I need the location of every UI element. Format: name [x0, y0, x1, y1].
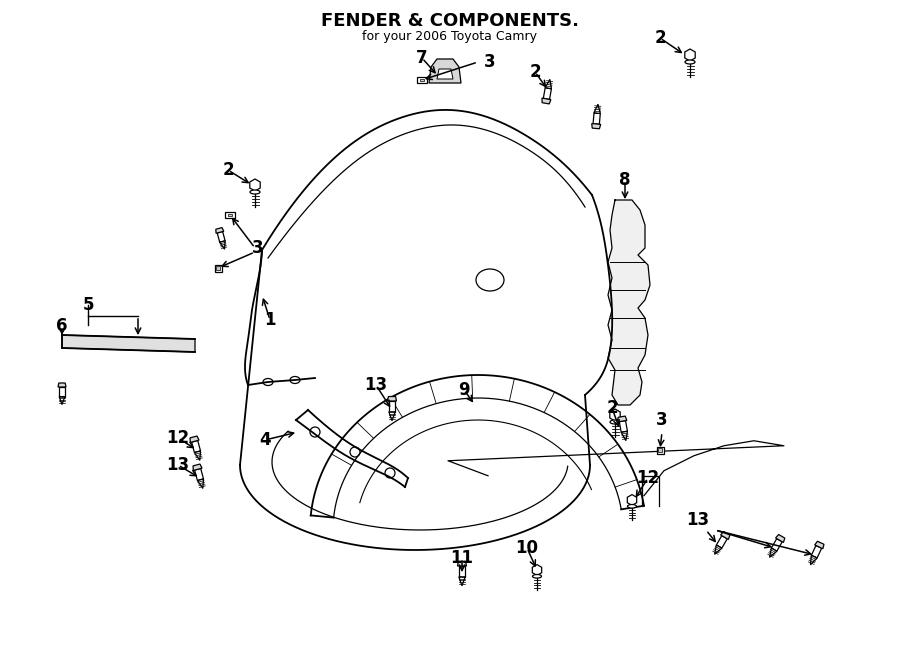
Text: 3: 3 — [252, 239, 264, 257]
Ellipse shape — [610, 420, 620, 424]
Text: 12: 12 — [636, 469, 660, 487]
Polygon shape — [776, 535, 785, 543]
Polygon shape — [418, 77, 427, 83]
Polygon shape — [715, 545, 722, 555]
Text: 12: 12 — [166, 429, 190, 447]
Text: 6: 6 — [56, 317, 68, 335]
Polygon shape — [217, 231, 225, 243]
Polygon shape — [216, 266, 220, 270]
Polygon shape — [532, 564, 542, 575]
Polygon shape — [58, 383, 66, 387]
Text: 10: 10 — [516, 539, 538, 557]
Polygon shape — [190, 436, 199, 442]
Polygon shape — [608, 200, 650, 405]
Polygon shape — [389, 412, 395, 421]
Text: 13: 13 — [687, 511, 709, 529]
Text: 5: 5 — [82, 296, 94, 314]
Text: 9: 9 — [458, 381, 470, 399]
Polygon shape — [591, 124, 600, 129]
Polygon shape — [388, 397, 397, 401]
Polygon shape — [721, 531, 730, 539]
Polygon shape — [389, 401, 395, 412]
Polygon shape — [621, 431, 627, 441]
Polygon shape — [810, 555, 817, 564]
Polygon shape — [193, 464, 202, 471]
Polygon shape — [437, 69, 453, 79]
Polygon shape — [685, 49, 695, 61]
Polygon shape — [770, 548, 777, 557]
Polygon shape — [62, 335, 195, 352]
Polygon shape — [192, 440, 201, 453]
Polygon shape — [228, 214, 232, 216]
Text: 8: 8 — [619, 171, 631, 189]
Text: 4: 4 — [259, 431, 271, 449]
Text: 2: 2 — [222, 161, 234, 179]
Polygon shape — [771, 539, 782, 551]
Text: 2: 2 — [529, 63, 541, 81]
Polygon shape — [618, 416, 627, 422]
Polygon shape — [658, 448, 662, 451]
Polygon shape — [59, 387, 65, 397]
Text: 2: 2 — [607, 399, 617, 417]
Text: 2: 2 — [654, 29, 666, 47]
Polygon shape — [225, 212, 235, 218]
Ellipse shape — [533, 574, 542, 578]
Polygon shape — [250, 179, 260, 191]
Polygon shape — [594, 104, 600, 114]
Text: 1: 1 — [265, 311, 275, 329]
Text: 13: 13 — [364, 376, 388, 394]
Polygon shape — [610, 409, 620, 421]
Polygon shape — [619, 420, 627, 432]
Polygon shape — [545, 79, 552, 89]
Polygon shape — [627, 494, 636, 506]
Polygon shape — [457, 561, 466, 566]
Polygon shape — [459, 577, 465, 586]
Polygon shape — [812, 545, 822, 558]
Polygon shape — [214, 264, 221, 272]
Text: 3: 3 — [656, 411, 668, 429]
Ellipse shape — [627, 504, 636, 508]
Polygon shape — [194, 469, 203, 481]
Polygon shape — [593, 113, 600, 124]
Polygon shape — [542, 98, 551, 104]
Polygon shape — [814, 541, 824, 549]
Polygon shape — [459, 566, 465, 577]
Ellipse shape — [250, 190, 260, 194]
Polygon shape — [216, 227, 224, 233]
Text: for your 2006 Toyota Camry: for your 2006 Toyota Camry — [363, 30, 537, 43]
Polygon shape — [544, 88, 552, 99]
Polygon shape — [220, 241, 225, 249]
Text: 13: 13 — [166, 456, 190, 474]
Ellipse shape — [685, 60, 695, 64]
Polygon shape — [194, 451, 201, 461]
Text: 3: 3 — [484, 53, 496, 71]
Polygon shape — [419, 79, 425, 81]
Text: 11: 11 — [451, 549, 473, 567]
Text: 7: 7 — [416, 49, 428, 67]
Polygon shape — [656, 446, 663, 453]
Polygon shape — [716, 535, 727, 548]
Polygon shape — [429, 59, 461, 83]
Text: FENDER & COMPONENTS.: FENDER & COMPONENTS. — [321, 12, 579, 30]
Polygon shape — [197, 479, 203, 488]
Polygon shape — [59, 397, 65, 405]
